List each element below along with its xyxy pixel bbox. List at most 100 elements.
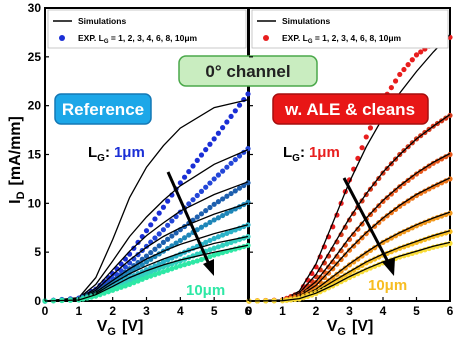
left-exp-point-lg4	[198, 224, 205, 230]
y-tick-label: 5	[34, 245, 41, 259]
left-exp-point-lg10	[110, 287, 116, 293]
left-exp-point-lg8	[228, 239, 234, 245]
left-legend: Simulations EXP. LG = 1, 2, 3, 4, 6, 8, …	[47, 9, 247, 49]
left-exp-point-lg10	[181, 262, 188, 268]
right-exp-point-lg3	[330, 259, 336, 265]
center-channel-badge: 0° channel	[178, 55, 318, 87]
left-sim-line-lg1	[44, 99, 249, 302]
left-exp-point-lg1	[177, 180, 183, 186]
left-exp-point-lg4	[139, 262, 145, 268]
reference-badge-label: Reference	[62, 100, 144, 119]
left-exp-point-lg3	[207, 204, 213, 211]
left-exp-point-lg6	[156, 261, 162, 267]
center-label: 0° channel	[205, 62, 290, 81]
left-exp-point-lg6	[215, 234, 221, 240]
right-exp-point-lg3	[334, 253, 340, 259]
left-exp-point-lg10	[105, 289, 112, 295]
right-exp-point-lg1	[405, 62, 411, 68]
left-exp-point-lg10	[148, 273, 154, 279]
left-exp-point-lg3	[143, 253, 150, 259]
left-exp-point-lg3	[224, 193, 230, 199]
left-exp-point-lg6	[165, 257, 171, 263]
left-exp-point-lg10	[160, 269, 167, 275]
right-exp-point-lg4	[359, 235, 365, 241]
right-exp-point-lg1	[392, 78, 399, 84]
left-exp-point-lg2	[165, 222, 171, 228]
left-exp-point-lg1	[152, 216, 158, 222]
left-exp-point-lg1	[135, 239, 141, 245]
left-exp-point-lg1	[160, 204, 167, 210]
left-exp-point-lg1	[215, 130, 221, 136]
left-exp-point-lg1	[232, 108, 238, 114]
left-exp-point-lg2	[194, 192, 200, 199]
left-exp-point-lg2	[169, 218, 175, 224]
left-annotation-lg: LG: 1μm	[88, 144, 145, 164]
left-exp-point-lg4	[228, 208, 234, 214]
right-exp-point-lg3	[325, 264, 332, 270]
left-exp-point-lg1	[181, 174, 188, 180]
left-exp-point-lg4	[143, 259, 150, 265]
left-exp-point-lg1	[194, 157, 200, 163]
left-exp-point-lg3	[194, 214, 200, 220]
left-exp-point-lg8	[139, 273, 145, 279]
left-annotation-end: 10μm	[186, 282, 225, 299]
right-exp-point-lg6	[447, 210, 453, 216]
left-exp-point-lg8	[207, 247, 213, 253]
left-exp-point-lg1	[198, 152, 205, 158]
right-legend: Simulations EXP. LG = 1, 2, 3, 4, 6, 8, …	[251, 9, 449, 49]
right-exp-point-lg2	[317, 267, 323, 273]
left-exp-point-lg3	[156, 243, 162, 249]
left-exp-point-lg8	[215, 244, 221, 250]
left-exp-point-lg1	[220, 125, 226, 131]
right-exp-point-lg4	[355, 239, 361, 245]
left-legend-sim: Simulations	[78, 16, 126, 26]
left-exp-point-lg4	[207, 219, 213, 225]
left-exp-point-lg2	[152, 235, 158, 241]
y-tick-label: 20	[28, 99, 42, 113]
left-exp-point-lg6	[211, 235, 217, 242]
left-x-tick-label: 5	[211, 304, 218, 318]
left-exp-point-lg2	[228, 160, 234, 166]
left-exp-point-lg1	[143, 228, 150, 234]
right-exp-point-lg1	[388, 84, 394, 91]
left-exp-point-lg2	[215, 172, 221, 178]
left-exp-point-lg6	[207, 237, 213, 244]
right-exp-point-lg1	[413, 52, 420, 58]
y-tick-label: 30	[28, 1, 42, 15]
left-exp-point-lg2	[160, 227, 167, 233]
left-exp-point-lg1	[224, 119, 230, 125]
left-exp-point-lg4	[194, 227, 200, 233]
left-exp-point-lg10	[143, 274, 150, 281]
ale-badge: w. ALE & cleans	[272, 93, 429, 125]
left-sim-line-lg3	[44, 181, 249, 302]
right-exp-point-lg3	[351, 231, 357, 237]
left-exp-point-lg4	[177, 237, 183, 244]
ale-badge-label: w. ALE & cleans	[284, 100, 415, 119]
right-exp-point-lg3	[338, 248, 344, 254]
left-exp-point-lg2	[211, 176, 217, 182]
right-exp-point-lg1	[409, 57, 415, 63]
left-sim-line-lg10	[44, 244, 249, 302]
left-exp-point-lg1	[211, 136, 217, 142]
left-exp-point-lg2	[156, 231, 162, 237]
left-exp-point-lg2	[224, 164, 230, 170]
left-exp-point-lg2	[236, 153, 243, 159]
right-x-tick-label: 5	[413, 304, 420, 318]
left-x-tick-label: 4	[177, 304, 184, 318]
left-exp-point-lg10	[173, 264, 179, 270]
right-x-tick-label: 0	[246, 304, 253, 318]
left-exp-point-lg6	[224, 230, 230, 236]
right-x-tick-label: 4	[380, 304, 387, 318]
left-exp-point-lg4	[186, 232, 192, 238]
right-x-tick-label: 6	[447, 304, 454, 318]
left-exp-point-lg10	[139, 276, 145, 282]
left-exp-point-lg10	[207, 253, 213, 260]
left-exp-point-lg1	[207, 141, 213, 147]
right-exp-point-lg1	[355, 155, 361, 162]
left-exp-point-lg3	[148, 250, 154, 256]
left-exp-point-lg10	[198, 256, 205, 263]
left-exp-point-lg10	[211, 252, 217, 258]
left-exp-point-lg3	[198, 211, 205, 217]
left-exp-point-lg8	[211, 245, 217, 251]
